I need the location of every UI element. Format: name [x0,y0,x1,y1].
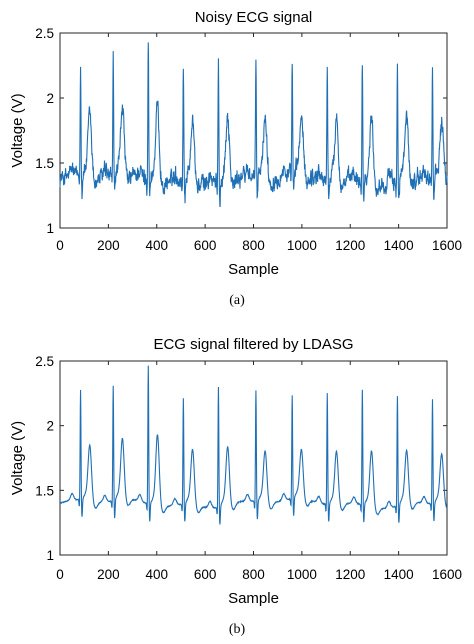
x-tick-label: 1600 [432,567,462,582]
y-axis-label: Voltage (V) [9,421,26,495]
x-tick-label: 800 [242,238,265,253]
noisy-ecg-line [59,42,448,208]
y-tick-label: 1.5 [35,156,54,171]
panel-caption: (a) [229,293,245,308]
y-tick-label: 1.5 [35,483,54,498]
y-tick-label: 2 [46,91,54,106]
x-tick-label: 800 [242,567,265,582]
tick-marks [59,360,448,556]
x-tick-label: 1000 [287,238,317,253]
x-tick-label: 0 [56,238,64,253]
x-tick-label: 0 [56,567,64,582]
y-tick-label: 2.5 [35,354,54,369]
x-tick-label: 1400 [384,238,414,253]
chart-title: Noisy ECG signal [195,9,313,26]
x-tick-label: 1600 [432,238,462,253]
x-tick-label: 200 [97,238,120,253]
y-tick-labels: 1 1.5 2 2.5 [35,26,54,236]
y-tick-label: 2 [46,419,54,434]
chart-title: ECG signal filtered by LDASG [153,336,353,353]
noisy-ecg-panel: Noisy ECG signal 0 200 400 600 800 1000 1200 14… [9,9,462,308]
x-tick-label: 400 [145,567,168,582]
x-tick-labels: 0 200 400 600 800 1000 1200 1400 1600 [56,238,462,253]
y-tick-label: 1 [46,221,54,236]
x-tick-label: 600 [194,567,217,582]
y-tick-label: 1 [46,548,54,563]
tick-marks [59,32,448,229]
panel-caption: (b) [229,622,246,637]
x-tick-label: 1400 [384,567,414,582]
y-tick-labels: 1 1.5 2 2.5 [35,354,54,563]
x-tick-labels: 0 200 400 600 800 1000 1200 1400 1600 [56,567,462,582]
filtered-ecg-line [59,365,448,525]
y-tick-label: 2.5 [35,26,54,41]
plot-frame [59,32,448,229]
x-tick-label: 200 [97,567,120,582]
x-tick-label: 400 [145,238,168,253]
y-axis-label: Voltage (V) [9,93,26,167]
plot-frame [59,360,448,556]
x-axis-label: Sample [228,590,279,607]
x-tick-label: 600 [194,238,217,253]
x-tick-label: 1200 [335,567,365,582]
filtered-ecg-panel: ECG signal filtered by LDASG 0 200 400 600 8… [9,336,462,637]
x-axis-label: Sample [228,261,279,278]
x-tick-label: 1000 [287,567,317,582]
x-tick-label: 1200 [335,238,365,253]
